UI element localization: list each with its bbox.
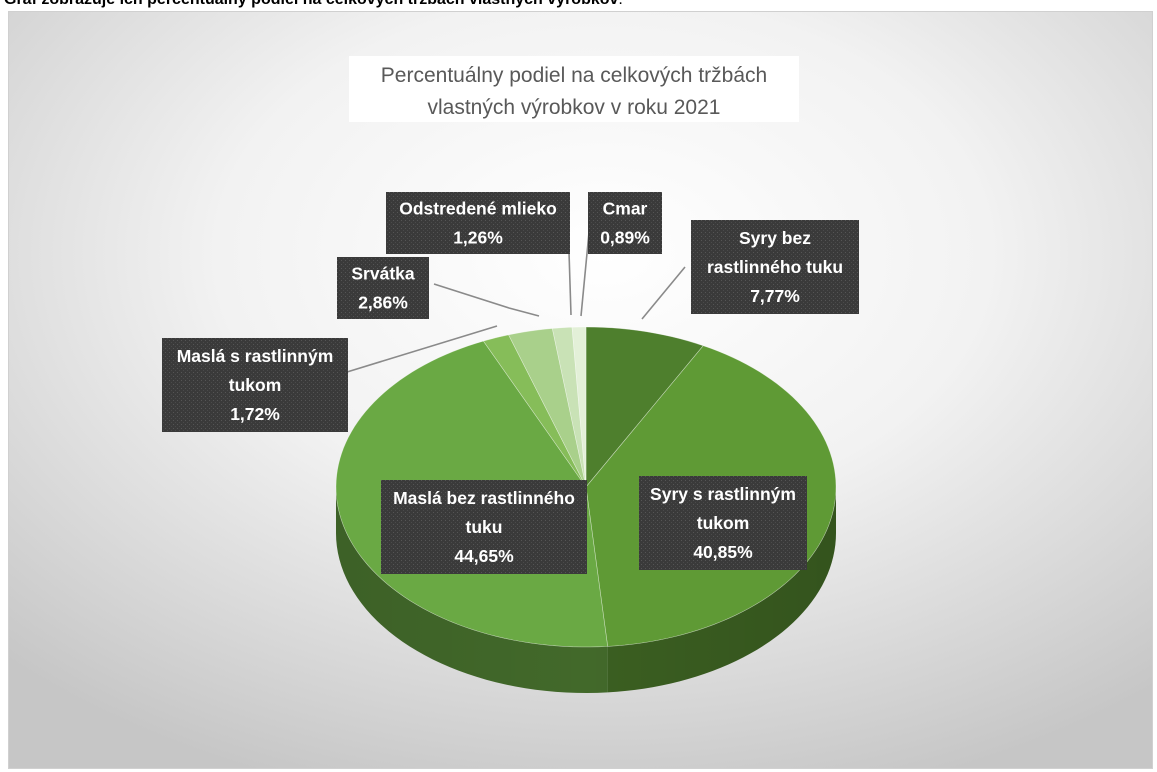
data-label-masla-bez-rastlinneho-tuku: Maslá bez rastlinného tuku 44,65% [381, 480, 587, 574]
leader-line-srvatka [433, 283, 540, 317]
data-label-srvatka: Srvátka 2,86% [337, 257, 429, 319]
data-category-label: Cmar [603, 199, 648, 219]
data-category-label: Syry bez [739, 228, 811, 248]
data-label-box [639, 476, 807, 570]
leader-line-odstredene-mlieko [568, 251, 572, 316]
pie-slice-odstredene-mlieko [551, 326, 587, 488]
pie-chart: Syry bez rastlinného tuku 7,77% Syry s rast… [9, 12, 1152, 768]
chart-title-line: vlastných výrobkov v roku 2021 [428, 96, 721, 119]
data-value-label: 1,26% [453, 228, 503, 248]
data-label-cmar: Cmar 0,89% [588, 192, 662, 254]
data-category-label: Syry s rastlinným [650, 484, 796, 504]
data-label-syry-s-rastlinnym-tukom: Syry s rastlinným tukom 40,85% [639, 476, 807, 570]
pie-slice-masla-s-rastlinnym-tukom [482, 334, 587, 488]
data-label-syry-bez-rastlinneho-tuku: Syry bez rastlinného tuku 7,77% [691, 220, 859, 314]
data-value-label: 0,89% [600, 228, 650, 248]
data-label-masla-s-rastlinnym-tukom: Maslá s rastlinným tukom 1,72% [162, 338, 348, 432]
data-category-label: tukom [229, 375, 282, 395]
data-category-label: rastlinného tuku [707, 257, 843, 277]
pie-slice-srvatka [508, 328, 587, 488]
leader-line-syry-bez-rastlinneho-tuku [641, 266, 686, 320]
data-value-label: 1,72% [230, 404, 280, 424]
data-label-box [162, 338, 348, 432]
data-category-label: tukom [697, 513, 750, 533]
data-label-box [691, 220, 859, 314]
data-label-box [588, 192, 662, 254]
data-category-label: Maslá s rastlinným [177, 346, 334, 366]
caption-bold-text: Graf zobrazuje ich percentuálny podiel n… [4, 0, 618, 8]
data-label-box [386, 192, 570, 254]
data-value-label: 7,77% [750, 286, 800, 306]
data-value-label: 40,85% [693, 542, 753, 562]
pie-side-shading [336, 487, 836, 693]
data-category-label: Srvátka [351, 264, 415, 284]
chart-area: Syry bez rastlinného tuku 7,77% Syry s rast… [8, 11, 1153, 769]
leader-line-masla-s-rastlinnym-tukom [346, 325, 498, 373]
pie-slice-syry-bez-rastlinneho-tuku [585, 326, 704, 488]
data-category-label: Odstredené mlieko [399, 199, 557, 219]
data-value-label: 44,65% [454, 546, 514, 566]
data-category-label: Maslá bez rastlinného [393, 488, 575, 508]
data-label-odstredene-mlieko: Odstredené mlieko 1,26% [386, 192, 570, 254]
data-label-box [337, 257, 429, 319]
caption-tail-text: . [618, 0, 622, 8]
data-category-label: tuku [466, 517, 503, 537]
chart-title-line: Percentuálny podiel na celkových tržbách [381, 64, 767, 87]
chart-title-background [349, 56, 799, 122]
data-label-box [381, 480, 587, 574]
pie-slice-cmar [571, 326, 587, 488]
caption-text: Graf zobrazuje ich percentuálny podiel n… [4, 0, 623, 9]
data-value-label: 2,86% [358, 293, 408, 313]
